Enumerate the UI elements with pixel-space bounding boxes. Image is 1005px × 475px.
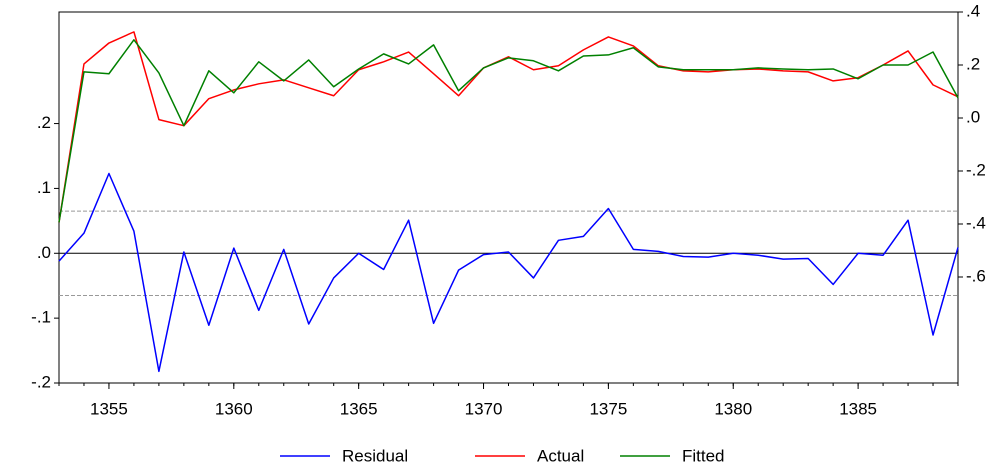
series-line bbox=[58, 39, 959, 223]
y-tick-label: -.1 bbox=[31, 308, 51, 327]
legend-label: Fitted bbox=[682, 446, 725, 465]
y-tick-label: .1 bbox=[37, 178, 51, 197]
y-tick-label: -.2 bbox=[31, 372, 51, 391]
y-tick-label: .0 bbox=[37, 243, 51, 262]
y2-tick-label: -.6 bbox=[966, 266, 986, 285]
x-tick-label: 1380 bbox=[714, 399, 752, 418]
legend-label: Residual bbox=[342, 446, 408, 465]
y2-tick-label: -.2 bbox=[966, 160, 986, 179]
y2-tick-label: .4 bbox=[966, 1, 980, 20]
x-tick-label: 1355 bbox=[90, 399, 128, 418]
x-tick-label: 1375 bbox=[589, 399, 627, 418]
plot-frame bbox=[58, 11, 959, 384]
y2-tick-label: -.4 bbox=[966, 213, 986, 232]
series-line bbox=[58, 31, 959, 223]
y2-tick-label: .2 bbox=[966, 54, 980, 73]
y-tick-label: .2 bbox=[37, 113, 51, 132]
x-tick-label: 1385 bbox=[839, 399, 877, 418]
y2-tick-label: .0 bbox=[966, 107, 980, 126]
x-tick-label: 1370 bbox=[465, 399, 503, 418]
legend-label: Actual bbox=[537, 446, 584, 465]
x-tick-label: 1365 bbox=[340, 399, 378, 418]
x-tick-label: 1360 bbox=[215, 399, 253, 418]
series-line bbox=[58, 172, 959, 373]
